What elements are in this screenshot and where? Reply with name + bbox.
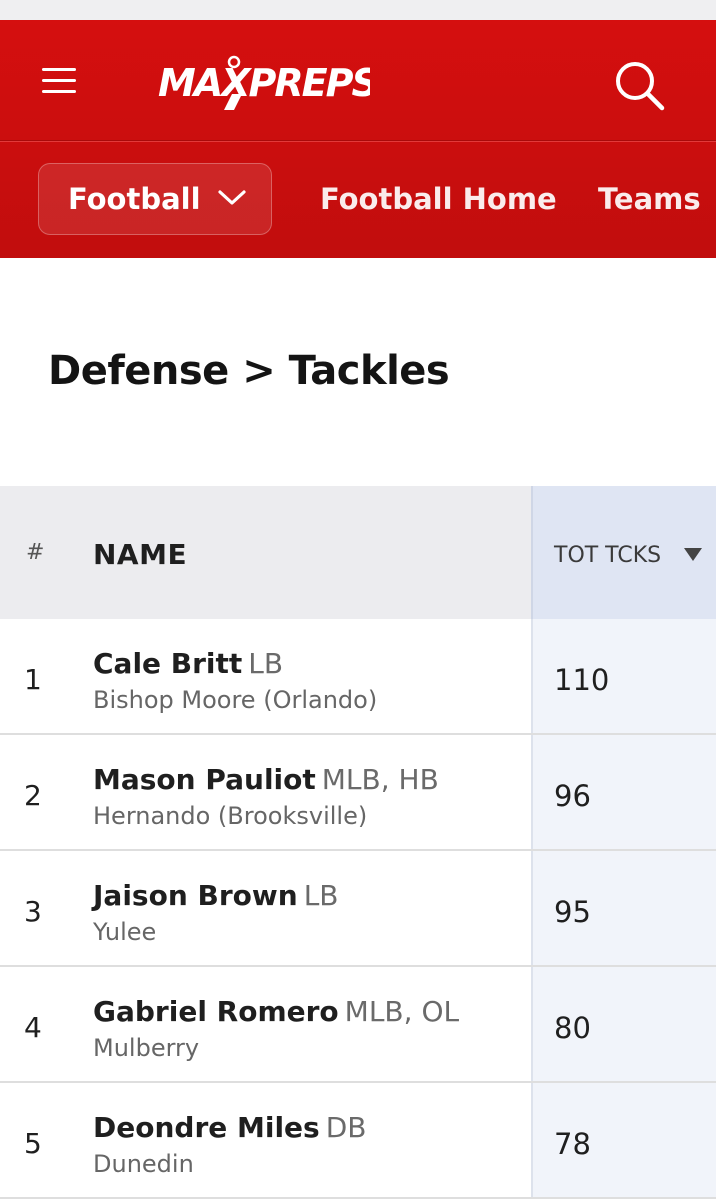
- row-rank: 1: [24, 663, 42, 696]
- status-strip: [0, 0, 716, 20]
- player-position: DB: [325, 1111, 367, 1144]
- hamburger-menu-icon[interactable]: [40, 64, 80, 98]
- menu-line: [42, 79, 76, 82]
- column-header-tot-tcks-label: TOT TCKS: [554, 543, 662, 568]
- maxpreps-logo-mark: MAXPREPS: [158, 55, 379, 110]
- stats-table: # NAME TOT TCKS 1 Cale Britt LB Bishop Mo…: [0, 486, 716, 1199]
- sport-nav: Football Football Home Teams: [0, 160, 716, 258]
- page-title: Defense > Tackles: [48, 348, 450, 394]
- player-name: Jaison Brown: [93, 879, 298, 912]
- sport-select[interactable]: Football: [38, 163, 272, 235]
- column-header-name[interactable]: NAME: [93, 538, 188, 571]
- stat-value: 78: [554, 1127, 591, 1161]
- column-header-rank: #: [26, 540, 45, 565]
- row-rank: 2: [24, 779, 42, 812]
- maxpreps-logo[interactable]: MAXPREPS: [158, 54, 379, 114]
- table-row[interactable]: 4 Gabriel Romero MLB, OL Mulberry 80: [0, 967, 716, 1083]
- top-bar: MAXPREPS: [0, 20, 716, 142]
- stat-cell: 110: [531, 619, 716, 733]
- table-header: # NAME TOT TCKS: [0, 486, 716, 619]
- table-row[interactable]: 1 Cale Britt LB Bishop Moore (Orlando) 11…: [0, 619, 716, 735]
- stat-value: 80: [554, 1011, 591, 1045]
- table-row[interactable]: 3 Jaison Brown LB Yulee 95: [0, 851, 716, 967]
- player-position: LB: [303, 879, 339, 912]
- row-rank: 4: [24, 1011, 42, 1044]
- player-school: Hernando (Brooksville): [93, 802, 368, 830]
- site-header: MAXPREPS Football Football Home Teams: [0, 20, 716, 258]
- player-school: Yulee: [93, 918, 157, 946]
- table-row[interactable]: 5 Deondre Miles DB Dunedin 78: [0, 1083, 716, 1199]
- player-position: MLB, OL: [344, 995, 460, 1028]
- stat-cell: 95: [531, 851, 716, 965]
- player-position: LB: [248, 647, 284, 680]
- player-name: Gabriel Romero: [93, 995, 339, 1028]
- menu-line: [42, 68, 76, 71]
- player-name: Mason Pauliot: [93, 763, 316, 796]
- stat-cell: 80: [531, 967, 716, 1081]
- sort-descending-icon: [684, 548, 702, 561]
- player-name: Cale Britt: [93, 647, 243, 680]
- logo-text: MAXPREPS: [158, 61, 370, 105]
- player-school: Bishop Moore (Orlando): [93, 686, 378, 714]
- player-name-link[interactable]: Cale Britt LB: [93, 647, 283, 680]
- chevron-down-icon: [218, 190, 246, 205]
- player-school: Mulberry: [93, 1034, 200, 1062]
- stat-value: 95: [554, 895, 591, 929]
- menu-line: [42, 90, 76, 93]
- search-icon[interactable]: [612, 58, 666, 112]
- player-name-link[interactable]: Jaison Brown LB: [93, 879, 339, 912]
- player-position: MLB, HB: [321, 763, 439, 796]
- nav-link-teams[interactable]: Teams: [598, 182, 701, 216]
- player-name-link[interactable]: Gabriel Romero MLB, OL: [93, 995, 459, 1028]
- sport-select-label: Football: [68, 182, 201, 216]
- stat-cell: 96: [531, 735, 716, 849]
- table-row[interactable]: 2 Mason Pauliot MLB, HB Hernando (Brooksv…: [0, 735, 716, 851]
- column-header-tot-tcks[interactable]: TOT TCKS: [531, 486, 716, 619]
- player-name-link[interactable]: Deondre Miles DB: [93, 1111, 367, 1144]
- row-rank: 5: [24, 1127, 42, 1160]
- nav-link-football-home[interactable]: Football Home: [320, 182, 557, 216]
- player-name: Deondre Miles: [93, 1111, 320, 1144]
- player-school: Dunedin: [93, 1150, 194, 1178]
- row-rank: 3: [24, 895, 42, 928]
- stat-value: 110: [554, 663, 610, 697]
- player-name-link[interactable]: Mason Pauliot MLB, HB: [93, 763, 439, 796]
- stat-cell: 78: [531, 1083, 716, 1197]
- stat-value: 96: [554, 779, 591, 813]
